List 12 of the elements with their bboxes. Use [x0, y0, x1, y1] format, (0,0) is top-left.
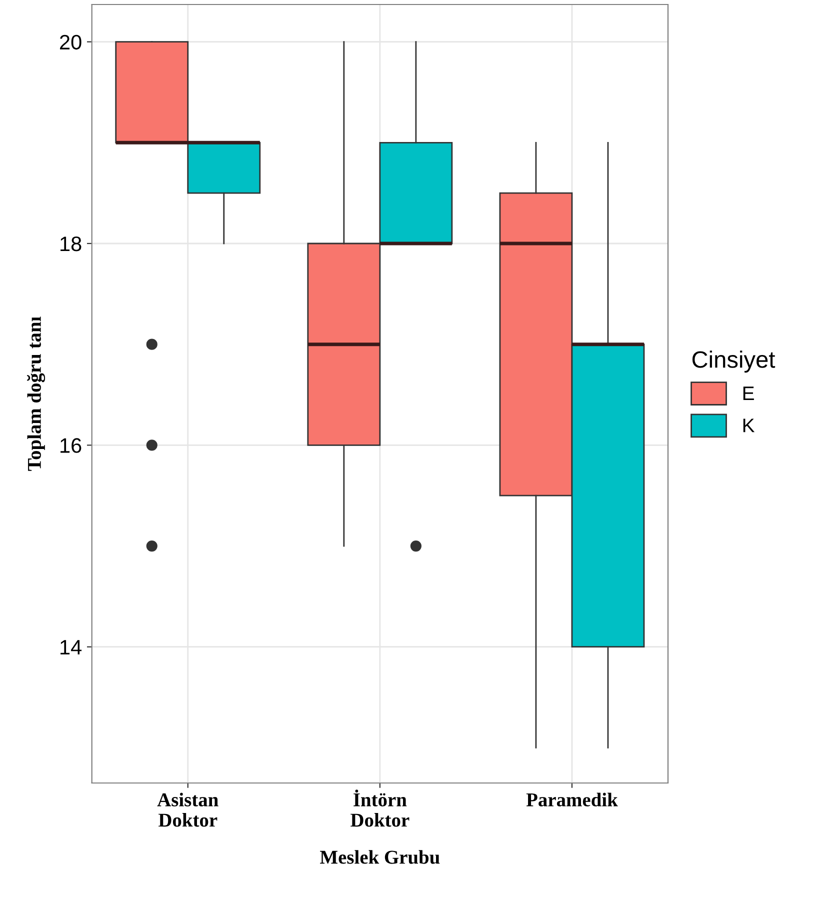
y-tick-label: 20	[60, 34, 82, 50]
y-tick-label: 14	[60, 640, 82, 654]
y-axis-title: Toplam doğru tanı	[27, 316, 46, 471]
legend-label: E	[743, 386, 754, 400]
legend-title: Cinsiyet	[692, 350, 776, 373]
x-axis-title: Meslek Grubu	[320, 850, 440, 864]
x-tick-label: İntörn Doktor	[350, 790, 410, 827]
legend-label: K	[743, 418, 755, 432]
y-tick-label: 18	[60, 236, 82, 252]
x-tick-label: Paramedik	[526, 792, 618, 806]
x-tick-label: Asistan Doktor	[157, 792, 218, 827]
y-tick-label: 16	[60, 438, 82, 453]
